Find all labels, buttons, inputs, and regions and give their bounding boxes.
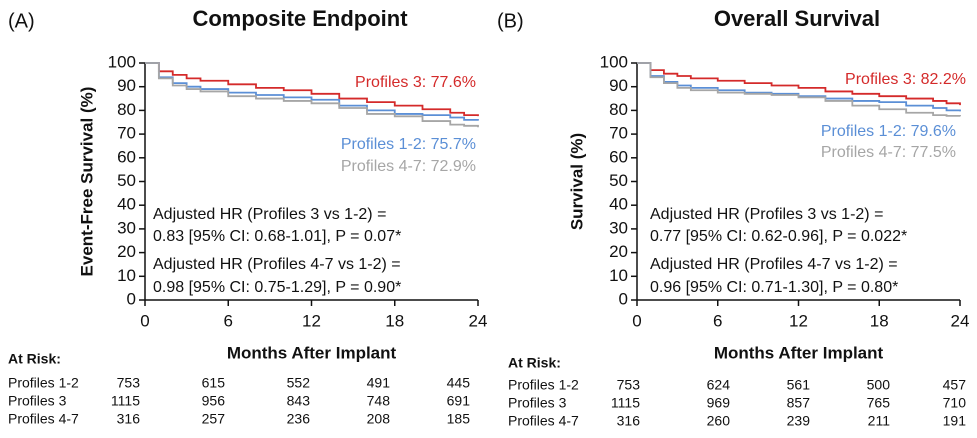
chart-title: Overall Survival: [714, 6, 880, 31]
at-risk-value: 239: [787, 413, 811, 429]
at-risk-value: 445: [447, 375, 471, 391]
at-risk-name: Profiles 3: [508, 395, 567, 411]
y-tick-label: 0: [619, 289, 628, 308]
y-tick-label: 10: [609, 266, 628, 285]
annotation: Adjusted HR (Profiles 4-7 vs 1-2) =: [153, 256, 401, 273]
at-risk-value: 316: [117, 411, 141, 427]
x-tick-label: 12: [302, 311, 321, 330]
at-risk-value: 615: [202, 375, 226, 391]
survival-curve: [145, 62, 479, 121]
at-risk-value: 1115: [111, 393, 140, 409]
at-risk-value: 1115: [611, 395, 640, 411]
at-risk-value: 491: [367, 375, 391, 391]
at-risk-value: 624: [707, 377, 731, 393]
y-tick-label: 80: [117, 100, 136, 119]
y-tick-label: 10: [117, 266, 136, 285]
at-risk-value: 710: [943, 395, 967, 411]
y-tick-label: 50: [117, 171, 136, 190]
annotation: 0.98 [95% CI: 0.75-1.29], P = 0.90*: [153, 279, 401, 296]
at-risk-value: 208: [367, 411, 391, 427]
x-tick-label: 24: [469, 311, 488, 330]
at-risk-name: Profiles 3: [8, 393, 67, 409]
at-risk-value: 956: [202, 393, 226, 409]
x-tick-label: 0: [632, 311, 641, 330]
y-tick-label: 50: [609, 171, 628, 190]
y-tick-label: 90: [609, 76, 628, 95]
curve-label: Profiles 1-2: 79.6%: [821, 123, 956, 140]
at-risk-name: Profiles 1-2: [508, 377, 579, 393]
at-risk-name: Profiles 4-7: [508, 413, 579, 429]
at-risk-name: Profiles 1-2: [8, 375, 79, 391]
at-risk-value: 691: [447, 393, 471, 409]
y-tick-label: 0: [127, 289, 136, 308]
curve-label: Profiles 1-2: 75.7%: [341, 136, 476, 153]
annotation: 0.77 [95% CI: 0.62-0.96], P = 0.022*: [650, 228, 907, 245]
survival-curve: [637, 62, 961, 106]
annotation: 0.83 [95% CI: 0.68-1.01], P = 0.07*: [153, 228, 401, 245]
at-risk-value: 552: [287, 375, 311, 391]
y-tick-label: 40: [117, 195, 136, 214]
curve-label: Profiles 4-7: 72.9%: [341, 158, 476, 175]
annotation: Adjusted HR (Profiles 3 vs 1-2) =: [650, 206, 883, 223]
y-tick-label: 70: [609, 124, 628, 143]
survival-curve: [637, 62, 961, 117]
at-risk-value: 260: [707, 413, 731, 429]
x-tick-label: 18: [870, 311, 889, 330]
at-risk-value: 211: [868, 413, 891, 429]
at-risk-value: 561: [787, 377, 811, 393]
at-risk-value: 191: [943, 413, 967, 429]
y-tick-label: 60: [117, 147, 136, 166]
y-tick-label: 100: [600, 52, 628, 71]
y-axis-label: Event-Free Survival (%): [77, 87, 96, 277]
chart-title: Composite Endpoint: [192, 6, 408, 31]
at-risk-title: At Risk:: [8, 351, 61, 367]
x-tick-label: 24: [951, 311, 970, 330]
y-tick-label: 100: [108, 52, 136, 71]
at-risk-value: 765: [867, 395, 891, 411]
y-tick-label: 60: [609, 147, 628, 166]
x-tick-label: 6: [224, 311, 233, 330]
y-tick-label: 30: [117, 218, 136, 237]
at-risk-value: 500: [867, 377, 891, 393]
at-risk-value: 843: [287, 393, 311, 409]
survival-curve: [145, 62, 479, 117]
at-risk-value: 236: [287, 411, 311, 427]
curve-label: Profiles 3: 82.2%: [845, 71, 966, 88]
y-axis-label: Survival (%): [567, 133, 586, 230]
curve-label: Profiles 3: 77.6%: [355, 74, 476, 91]
y-tick-label: 20: [609, 242, 628, 261]
y-tick-label: 70: [117, 124, 136, 143]
annotation: 0.96 [95% CI: 0.71-1.30], P = 0.80*: [650, 279, 898, 296]
curve-label: Profiles 4-7: 77.5%: [821, 144, 956, 161]
annotation: Adjusted HR (Profiles 4-7 vs 1-2) =: [650, 256, 898, 273]
at-risk-value: 753: [117, 375, 141, 391]
x-tick-label: 12: [789, 311, 808, 330]
panel-label: (A): [8, 10, 35, 32]
at-risk-value: 257: [202, 411, 226, 427]
survival-curve: [637, 62, 961, 112]
y-tick-label: 30: [609, 218, 628, 237]
at-risk-value: 748: [367, 393, 391, 409]
at-risk-value: 753: [617, 377, 641, 393]
x-tick-label: 0: [140, 311, 149, 330]
y-tick-label: 80: [609, 100, 628, 119]
panel-label: (B): [497, 10, 524, 32]
at-risk-name: Profiles 4-7: [8, 411, 79, 427]
at-risk-title: At Risk:: [508, 355, 561, 371]
x-axis-label: Months After Implant: [714, 343, 884, 362]
y-tick-label: 40: [609, 195, 628, 214]
at-risk-value: 316: [617, 413, 641, 429]
x-tick-label: 18: [385, 311, 404, 330]
at-risk-value: 857: [787, 395, 811, 411]
annotation: Adjusted HR (Profiles 3 vs 1-2) =: [153, 206, 386, 223]
at-risk-value: 969: [707, 395, 731, 411]
at-risk-value: 185: [447, 411, 471, 427]
y-tick-label: 90: [117, 76, 136, 95]
x-tick-label: 6: [713, 311, 722, 330]
y-tick-label: 20: [117, 242, 136, 261]
x-axis-label: Months After Implant: [227, 343, 397, 362]
at-risk-value: 457: [943, 377, 967, 393]
survival-curve: [145, 62, 479, 128]
